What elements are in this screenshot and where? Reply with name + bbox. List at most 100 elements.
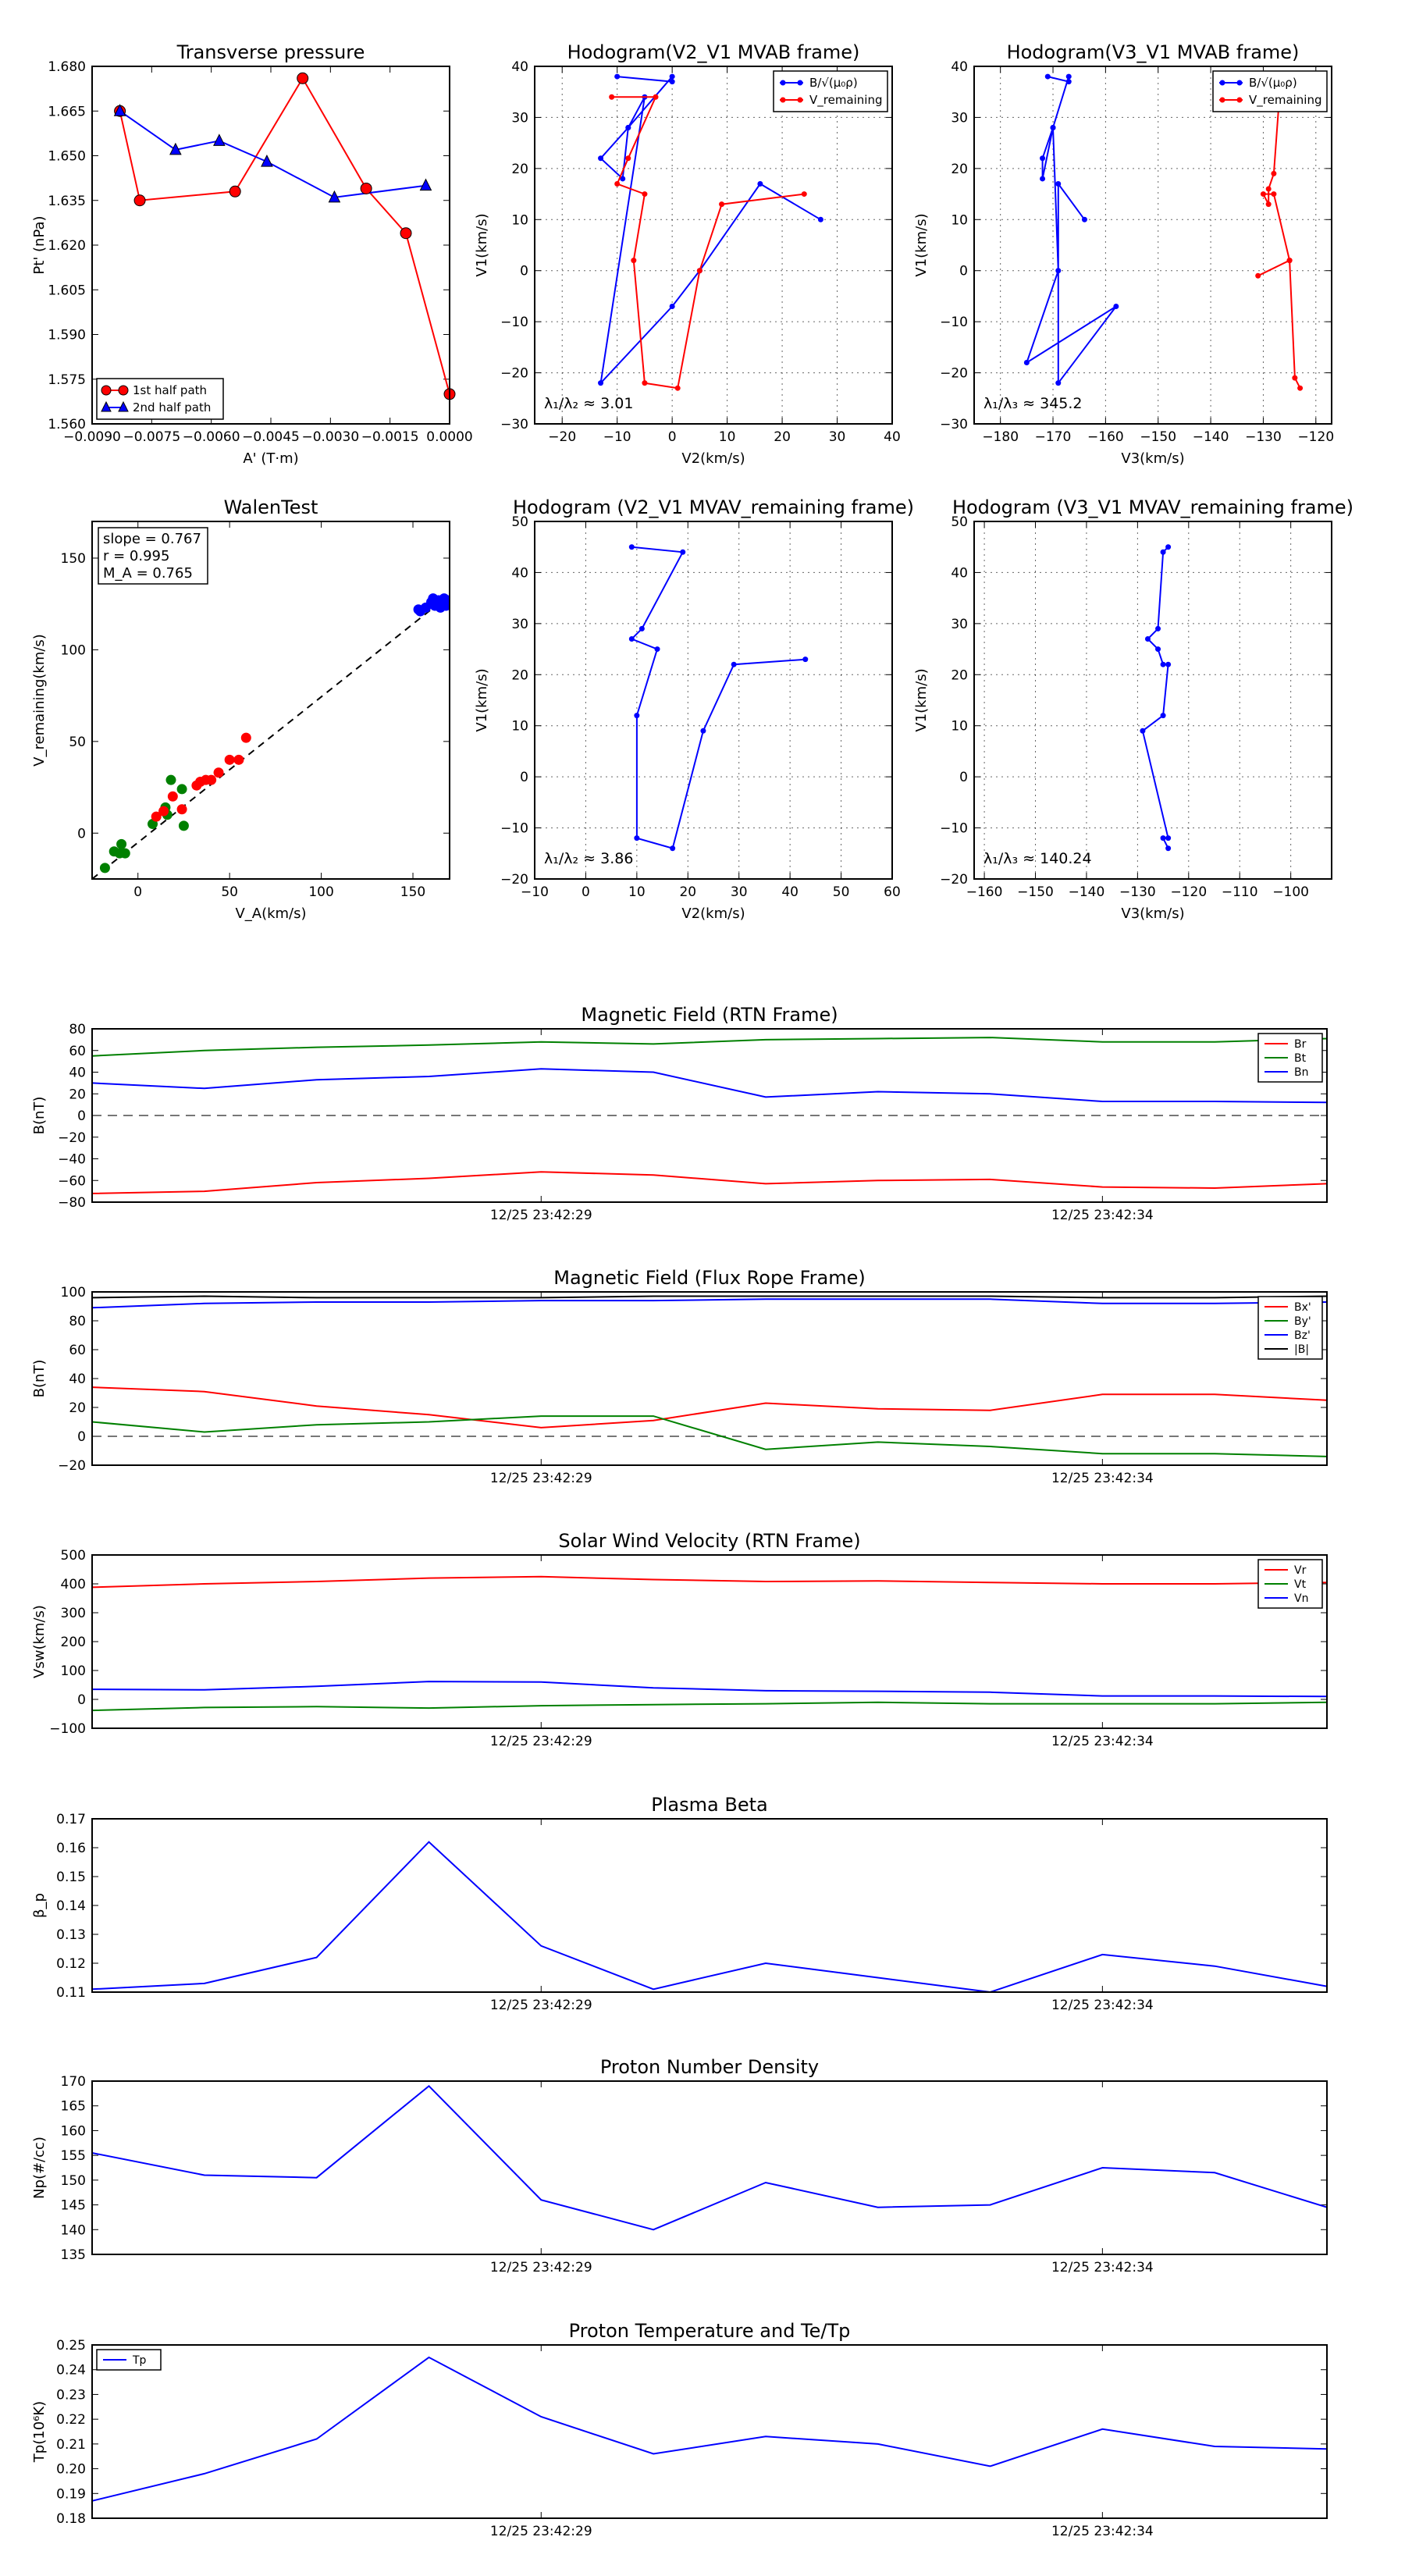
axes-frame <box>973 66 1332 425</box>
annotation-text: λ₁/λ₃ ≈ 140.24 <box>984 850 1092 867</box>
axes-frame <box>973 521 1332 880</box>
data-point <box>169 142 182 155</box>
data-point <box>638 625 645 632</box>
data-point <box>435 602 446 613</box>
x-tick-label: 50 <box>221 884 238 900</box>
legend-marker <box>797 80 803 86</box>
y-tick-label: 60 <box>69 1343 86 1358</box>
chart-mag_rtn: Magnetic Field (RTN Frame) 12/25 23:42:29… <box>31 1004 1328 1223</box>
data-point <box>696 268 702 274</box>
data-point <box>1271 170 1277 176</box>
x-tick-label: 100 <box>308 884 333 900</box>
data-point <box>428 593 439 604</box>
data-point <box>628 544 635 550</box>
x-tick-label: 12/25 23:42:29 <box>490 1208 592 1223</box>
y-tick-label: 150 <box>61 2173 86 2189</box>
series-line-Br <box>92 1171 1327 1194</box>
data-point <box>1055 180 1062 187</box>
y-tick-label: −40 <box>58 1152 86 1168</box>
data-point <box>757 180 763 187</box>
x-tick-label: −0.0090 <box>63 429 121 445</box>
data-point <box>229 185 241 197</box>
y-tick-label: 1.575 <box>48 372 86 388</box>
axes-frame <box>91 1291 1328 1466</box>
y-tick-label: 50 <box>951 514 968 530</box>
series-line-By' <box>92 1415 1327 1457</box>
data-point <box>1140 728 1146 734</box>
y-tick-label: 145 <box>61 2198 86 2214</box>
axes-frame <box>91 1028 1328 1203</box>
series-line-Bn <box>92 1068 1327 1104</box>
legend-box <box>1212 70 1328 112</box>
x-tick-label: −140 <box>1193 429 1229 445</box>
y-tick-label: 140 <box>61 2222 86 2238</box>
y-tick-label: 1.635 <box>48 194 86 209</box>
data-point <box>731 661 737 667</box>
y-tick-label: −10 <box>500 821 528 837</box>
series-line-Bx' <box>92 1386 1327 1429</box>
y-tick-label: −20 <box>500 872 528 888</box>
data-point <box>1155 646 1161 653</box>
data-point <box>801 191 807 197</box>
series-line-V_remaining <box>611 96 805 390</box>
data-point <box>1040 155 1046 162</box>
x-tick-label: −110 <box>1222 884 1258 900</box>
x-tick-label: −0.0015 <box>361 429 419 445</box>
data-point <box>213 133 226 146</box>
y-tick-label: 80 <box>69 1022 86 1037</box>
data-point <box>620 176 626 182</box>
legend-marker <box>1219 80 1225 86</box>
data-point <box>1160 549 1166 555</box>
y-tick-label: 160 <box>61 2123 86 2139</box>
data-point <box>1113 304 1119 310</box>
y-axis-label: Tp(10⁶K) <box>31 2401 48 2463</box>
y-tick-label: 0 <box>959 264 968 279</box>
y-tick-label: 20 <box>951 162 968 177</box>
legend-label: Bx' <box>1294 1301 1311 1314</box>
y-tick-label: 30 <box>951 110 968 126</box>
legend-label: Vr <box>1294 1564 1307 1577</box>
data-point <box>1297 385 1304 391</box>
x-axis-label: A' (T·m) <box>243 450 298 467</box>
x-tick-label: −130 <box>1119 884 1156 900</box>
data-point <box>1160 661 1166 667</box>
data-point <box>165 774 176 785</box>
legend-label: By' <box>1294 1315 1311 1328</box>
data-point <box>116 838 127 849</box>
data-point <box>360 182 372 194</box>
x-tick-label: 12/25 23:42:29 <box>490 2260 592 2275</box>
y-axis-label: V1(km/s) <box>913 668 930 731</box>
axes-frame <box>91 2080 1328 2255</box>
data-point <box>178 820 189 831</box>
legend-label: Br <box>1294 1038 1307 1051</box>
series-line-2nd half path <box>119 110 426 198</box>
plot-area <box>92 1295 1327 1457</box>
y-tick-label: 40 <box>69 1066 86 1081</box>
legend-marker <box>780 97 786 103</box>
y-tick-label: 20 <box>69 1400 86 1416</box>
chart-title: Solar Wind Velocity (RTN Frame) <box>558 1530 860 1552</box>
data-point <box>1165 835 1172 841</box>
x-tick-label: −180 <box>982 429 1019 445</box>
axes-frame <box>534 66 893 425</box>
legend-marker <box>1236 97 1243 103</box>
x-tick-label: −140 <box>1069 884 1105 900</box>
y-tick-label: −10 <box>500 315 528 330</box>
data-point <box>328 190 341 203</box>
data-point <box>1044 73 1051 80</box>
x-tick-label: 12/25 23:42:34 <box>1051 1471 1154 1486</box>
x-tick-label: −0.0030 <box>301 429 359 445</box>
x-tick-label: 12/25 23:42:29 <box>490 1998 592 2013</box>
x-axis-label: V2(km/s) <box>681 450 745 467</box>
chart-hodo_v2v1_mvab: Hodogram(V2_V1 MVAB frame) −20 −10 0 10 20 30 4… <box>474 41 901 467</box>
x-tick-label: −0.0045 <box>242 429 300 445</box>
x-tick-label: 30 <box>731 884 748 900</box>
chart-title: Proton Temperature and Te/Tp <box>569 2320 851 2342</box>
y-tick-label: 100 <box>61 1663 86 1679</box>
chart-title: Hodogram (V2_V1 MVAV_remaining frame) <box>513 496 914 518</box>
annotation-text: λ₁/λ₃ ≈ 345.2 <box>984 395 1083 412</box>
x-tick-label: −10 <box>603 429 631 445</box>
y-tick-label: 200 <box>61 1635 86 1650</box>
plot-area <box>1140 544 1172 852</box>
data-point <box>1260 191 1266 197</box>
